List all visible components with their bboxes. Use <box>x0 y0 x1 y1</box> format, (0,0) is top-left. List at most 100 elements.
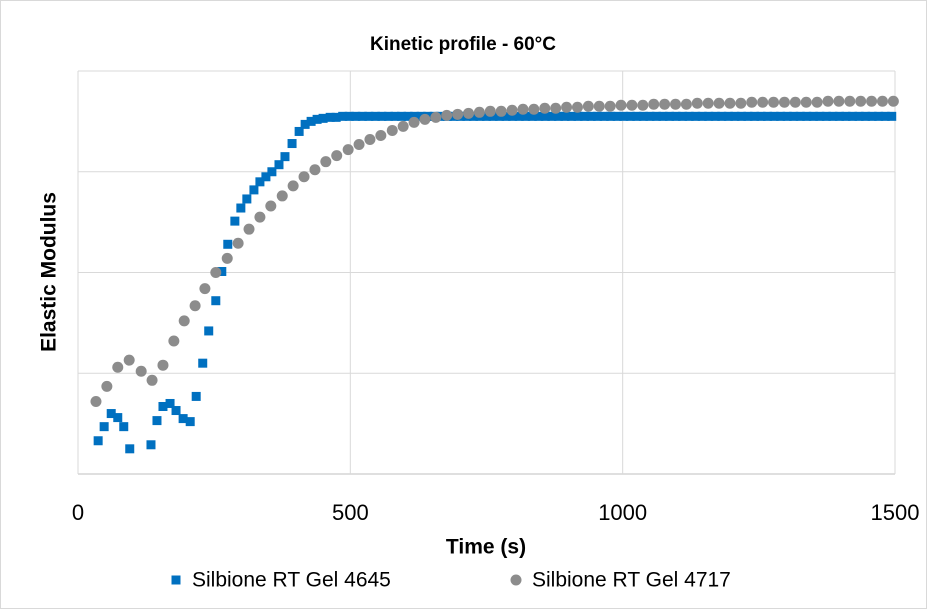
legend-marker <box>171 575 181 585</box>
data-point <box>146 374 158 386</box>
data-point <box>113 413 123 423</box>
data-point <box>342 144 354 156</box>
data-point <box>254 211 266 223</box>
data-point <box>265 200 277 212</box>
data-point <box>658 111 668 121</box>
data-point <box>211 296 221 306</box>
data-point <box>571 101 583 113</box>
data-point <box>802 111 812 121</box>
data-point <box>833 95 845 107</box>
data-point <box>778 96 790 108</box>
data-point <box>217 266 227 276</box>
data-point <box>90 395 102 407</box>
data-point <box>887 111 897 121</box>
data-point <box>484 105 496 117</box>
data-point <box>242 194 252 204</box>
data-point <box>789 111 799 121</box>
data-point <box>189 300 201 312</box>
data-point <box>669 98 681 110</box>
data-point <box>710 111 720 121</box>
data-point <box>648 98 660 110</box>
data-point <box>757 96 769 108</box>
data-point <box>178 315 190 327</box>
data-point <box>776 111 786 121</box>
data-point <box>659 98 671 110</box>
x-tick-label: 1500 <box>871 500 920 525</box>
data-point <box>560 111 570 121</box>
data-point <box>593 111 603 121</box>
data-point <box>717 111 727 121</box>
data-point <box>637 99 649 111</box>
data-point <box>320 156 332 168</box>
data-point <box>261 172 271 182</box>
data-point <box>854 111 864 121</box>
x-tick-label: 1000 <box>598 500 647 525</box>
data-point <box>735 97 747 109</box>
data-point <box>866 95 878 107</box>
data-point <box>93 436 103 446</box>
data-point <box>573 111 583 121</box>
data-point <box>482 111 491 121</box>
data-point <box>782 111 792 121</box>
data-point <box>377 111 387 121</box>
data-point <box>152 416 162 426</box>
data-point <box>638 111 648 121</box>
data-point <box>351 111 361 121</box>
data-point <box>599 111 609 121</box>
data-point <box>338 111 348 121</box>
data-point <box>232 237 244 249</box>
data-point <box>702 97 714 109</box>
data-point <box>312 114 322 124</box>
data-point <box>123 354 135 366</box>
data-point <box>841 111 851 121</box>
data-point <box>370 111 380 121</box>
data-point <box>280 152 290 162</box>
data-point <box>383 111 393 121</box>
data-point <box>99 422 109 432</box>
data-point <box>680 98 692 110</box>
data-point <box>276 190 288 202</box>
data-point <box>125 444 135 454</box>
data-point <box>582 100 594 112</box>
data-point <box>539 102 551 114</box>
data-point <box>580 111 590 121</box>
data-point <box>880 111 890 121</box>
data-point <box>651 111 661 121</box>
data-point <box>756 111 766 121</box>
data-point <box>501 111 511 121</box>
data-point <box>632 111 642 121</box>
data-point <box>844 95 856 107</box>
data-point <box>325 112 335 122</box>
data-point <box>331 150 343 162</box>
data-point <box>834 111 844 121</box>
data-point <box>615 99 627 111</box>
data-point <box>506 104 518 116</box>
data-point <box>514 111 524 121</box>
data-point <box>243 223 255 235</box>
data-point <box>527 111 537 121</box>
data-point <box>795 111 805 121</box>
data-point <box>874 111 884 121</box>
data-point <box>800 96 812 108</box>
data-point <box>606 111 616 121</box>
data-point <box>309 164 321 176</box>
chart-title: Kinetic profile - 60°C <box>370 34 556 55</box>
data-point <box>736 111 746 121</box>
data-point <box>185 417 195 427</box>
data-point <box>815 111 825 121</box>
data-point <box>508 111 518 121</box>
data-point <box>625 111 635 121</box>
data-point <box>419 113 431 125</box>
data-point <box>191 391 201 401</box>
data-point <box>769 111 779 121</box>
data-point <box>665 111 675 121</box>
x-tick-label: 500 <box>332 500 369 525</box>
data-point <box>430 111 442 123</box>
data-point <box>331 112 341 122</box>
data-point <box>691 111 701 121</box>
data-point <box>410 111 420 121</box>
data-point <box>236 203 246 213</box>
data-point <box>855 95 867 107</box>
data-point <box>534 111 544 121</box>
